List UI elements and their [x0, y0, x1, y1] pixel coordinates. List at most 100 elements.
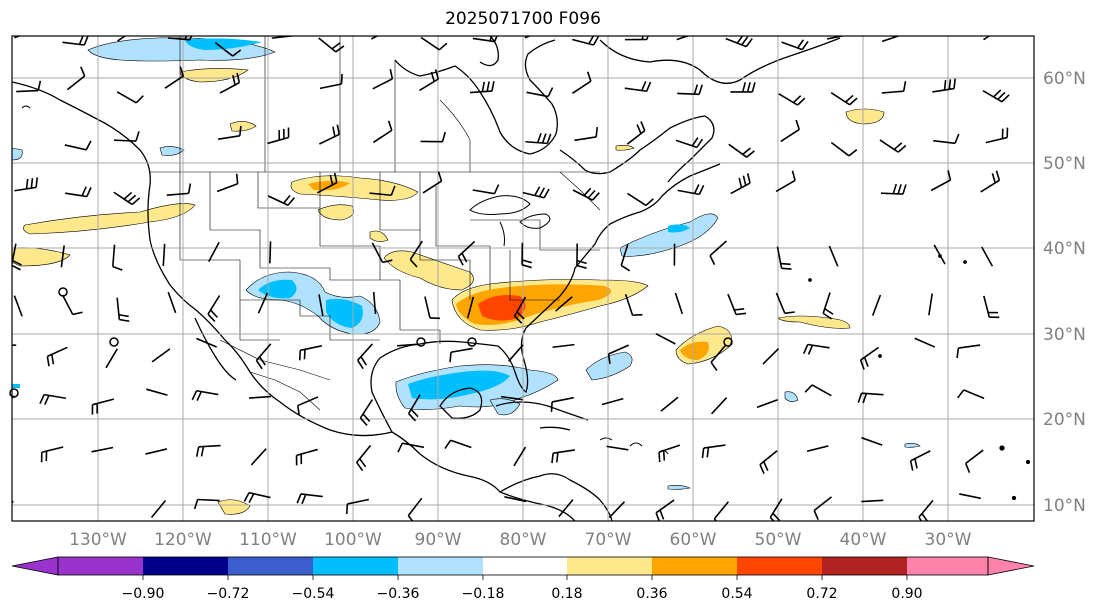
wind-barb-staff [318, 294, 324, 317]
colorbar-segment [143, 557, 228, 575]
wind-barb-flag [735, 312, 747, 316]
wind-barb-staff [145, 448, 168, 455]
wind-barb-flag [849, 97, 858, 106]
wind-barb-flag [999, 18, 1002, 28]
wind-barb-staff [64, 144, 87, 151]
wind-barb-flag [78, 36, 84, 45]
wind-barb-staff [620, 244, 629, 266]
wind-barb-staff [959, 493, 981, 500]
wind-barb-flag [481, 81, 486, 92]
state-border-layer [150, 36, 601, 411]
negative-anomaly-region [489, 398, 521, 416]
wind-barb-flag [953, 78, 956, 89]
wind-barb-staff [775, 179, 796, 193]
positive-anomaly-region [369, 230, 389, 242]
wind-barb-flag [434, 69, 440, 80]
wind-barb-flag [534, 186, 541, 196]
wind-barb-flag [898, 26, 899, 36]
wind-barb-flag [693, 84, 699, 95]
wind-barb-flag [112, 265, 123, 271]
wind-barb-flag [956, 347, 960, 359]
wind-barb-staff [985, 136, 1008, 144]
wind-barb-flag [135, 95, 144, 104]
longitude-label: 80°W [500, 530, 547, 550]
wind-barb-staff [472, 189, 495, 195]
wind-barb-flag [193, 499, 199, 510]
colorbar-tick-label: −0.54 [292, 586, 335, 602]
wind-barb-staff [113, 139, 137, 142]
wind-barb-staff [624, 87, 647, 93]
colorbar-segment [737, 557, 822, 575]
wind-barb-flag [231, 74, 236, 86]
wind-barb-flag [551, 453, 554, 464]
wind-barb-flag [997, 91, 1006, 100]
wind-barb-staff [257, 292, 269, 314]
wind-barb-staff [369, 192, 392, 197]
wind-barb-flag [734, 308, 745, 311]
wind-barb-staff [780, 128, 800, 143]
wind-barb-flag [646, 36, 649, 40]
wind-barb-flag [72, 311, 83, 316]
map-frame [11, 35, 1035, 522]
negative-anomaly-region [12, 384, 20, 388]
wind-barb-staff [655, 332, 676, 345]
colorbar-segment [398, 557, 483, 575]
colorbar-tick-label: −0.36 [377, 586, 420, 602]
wind-barb-staff [910, 450, 931, 462]
wind-barb-flag [356, 461, 364, 472]
wind-barb-staff [677, 189, 700, 196]
wind-barb-staff [197, 498, 220, 502]
positive-anomaly-region [229, 121, 257, 132]
wind-barb-staff [319, 83, 342, 90]
wind-barb-flag [804, 384, 813, 393]
wind-barb-staff [513, 446, 527, 467]
wind-barb-staff [255, 343, 272, 361]
colorbar: −0.90 −0.72 −0.54 −0.36 −0.18 0.18 0.36 … [11, 556, 1035, 602]
wind-barb-staff [813, 496, 833, 512]
wind-barb-flag [576, 259, 587, 265]
wind-barb-staff [116, 297, 121, 320]
wind-barb-flag [123, 191, 133, 200]
wind-barb-flag [710, 361, 718, 371]
wind-barb-flag [359, 417, 368, 427]
wind-barb-staff [655, 499, 675, 514]
wind-barb-flag [991, 23, 994, 33]
colorbar-segment [228, 557, 313, 575]
wind-barb-flag [80, 66, 86, 77]
wind-barb-flag [746, 82, 751, 93]
wind-barb-flag [356, 359, 364, 370]
wind-barb-staff [558, 499, 574, 518]
wind-barb-staff [359, 399, 374, 419]
wind-barb-flag [706, 447, 710, 458]
wind-barb-staff [709, 240, 727, 257]
wind-barb-flag [751, 82, 756, 93]
wind-barb-staff [356, 444, 372, 463]
wind-barb-flag [248, 493, 255, 503]
longitude-label: 130°W [69, 530, 127, 550]
wind-barb-flag [297, 405, 300, 416]
wind-barb-staff [775, 292, 786, 314]
wind-barb-staff [248, 491, 271, 499]
negative-anomaly-region [904, 443, 921, 448]
wind-barb-flag [583, 187, 592, 197]
latitude-axis: 60°N 50°N 40°N 30°N 20°N 10°N [1043, 69, 1086, 516]
wind-barb-staff [450, 439, 472, 449]
wind-barb-flag [897, 144, 907, 153]
wind-barb-staff [608, 344, 629, 355]
wind-barb-flag [345, 503, 349, 514]
wind-barb-staff [422, 180, 442, 194]
wind-barb-flag [449, 352, 452, 363]
wind-barb-staff [92, 398, 115, 406]
wind-barb-flag [81, 186, 87, 197]
wind-barb-flag [859, 359, 865, 370]
wind-barb-staff [370, 36, 379, 40]
wind-barb-flag [763, 461, 769, 472]
wind-barb-flag [595, 126, 599, 138]
wind-barb-flag [691, 137, 699, 147]
negative-anomaly-core [326, 298, 363, 328]
wind-barb-flag [791, 170, 796, 181]
colorbar-min-extension [11, 556, 59, 576]
latitude-label: 40°N [1043, 239, 1086, 259]
latitude-label: 20°N [1043, 410, 1086, 430]
